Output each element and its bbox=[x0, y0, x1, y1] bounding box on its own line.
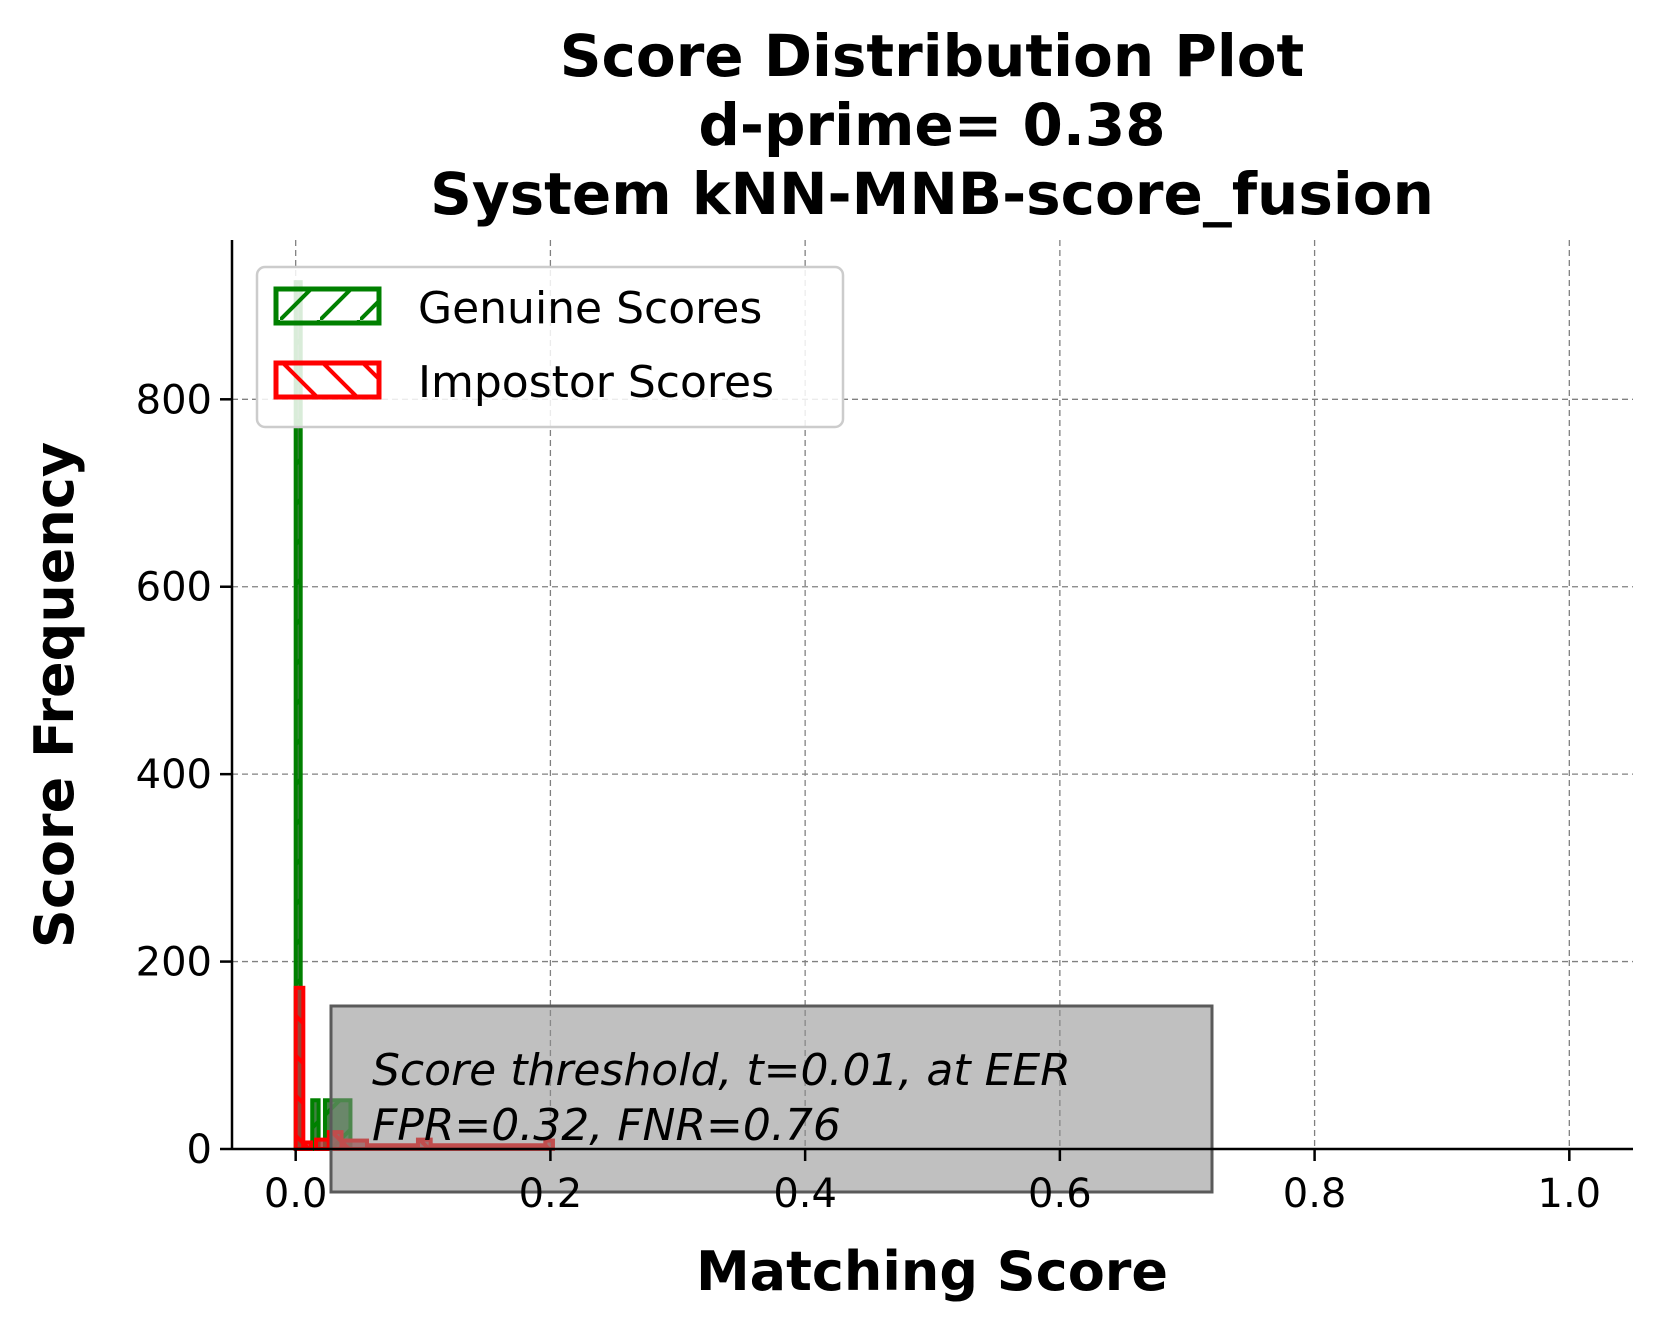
legend-swatch-impostor bbox=[273, 360, 382, 400]
y-tick-label: 0 bbox=[187, 1127, 212, 1173]
chart-title-line-3: System kNN-MNB-score_fusion bbox=[430, 160, 1434, 228]
y-tick-label: 600 bbox=[136, 565, 212, 611]
bar-outline bbox=[293, 985, 306, 1151]
annotation-box bbox=[329, 1004, 1214, 1194]
x-tick-label: 0.0 bbox=[264, 1171, 328, 1217]
x-tick-label: 0.4 bbox=[773, 1171, 837, 1217]
chart-title-line-1: Score Distribution Plot bbox=[560, 22, 1305, 90]
x-tick-label: 1.0 bbox=[1538, 1171, 1602, 1217]
annotation-line-2: FPR=0.32, FNR=0.76 bbox=[372, 1100, 841, 1151]
x-axis-label: Matching Score bbox=[696, 1240, 1168, 1303]
legend-swatch-genuine bbox=[273, 286, 382, 326]
legend-item-impostor: Impostor Scores bbox=[273, 357, 774, 408]
x-tick-label: 0.8 bbox=[1283, 1171, 1347, 1217]
y-tick-label: 400 bbox=[136, 752, 212, 798]
legend-frame bbox=[255, 265, 845, 429]
annotation-line-1: Score threshold, t=0.01, at EER bbox=[372, 1045, 1071, 1096]
legend-label-impostor: Impostor Scores bbox=[418, 357, 774, 408]
y-tick-label: 800 bbox=[136, 377, 212, 423]
legend: Genuine Scores Impostor Scores bbox=[255, 265, 845, 429]
y-tick-label: 200 bbox=[136, 940, 212, 986]
x-tick-label: 0.2 bbox=[519, 1171, 583, 1217]
legend-label-genuine: Genuine Scores bbox=[418, 283, 762, 334]
eer-annotation: Score threshold, t=0.01, at EER FPR=0.32… bbox=[329, 1004, 1214, 1194]
axis-ticks: 0.0 0.2 0.4 0.6 0.8 1.0 0 200 400 600 800 bbox=[136, 377, 1601, 1217]
impostor-bar bbox=[293, 985, 306, 1151]
y-axis-label: Score Frequency bbox=[23, 442, 86, 948]
x-tick-label: 0.6 bbox=[1028, 1171, 1092, 1217]
legend-item-genuine: Genuine Scores bbox=[273, 283, 762, 334]
chart-title-line-2: d-prime= 0.38 bbox=[698, 91, 1165, 159]
